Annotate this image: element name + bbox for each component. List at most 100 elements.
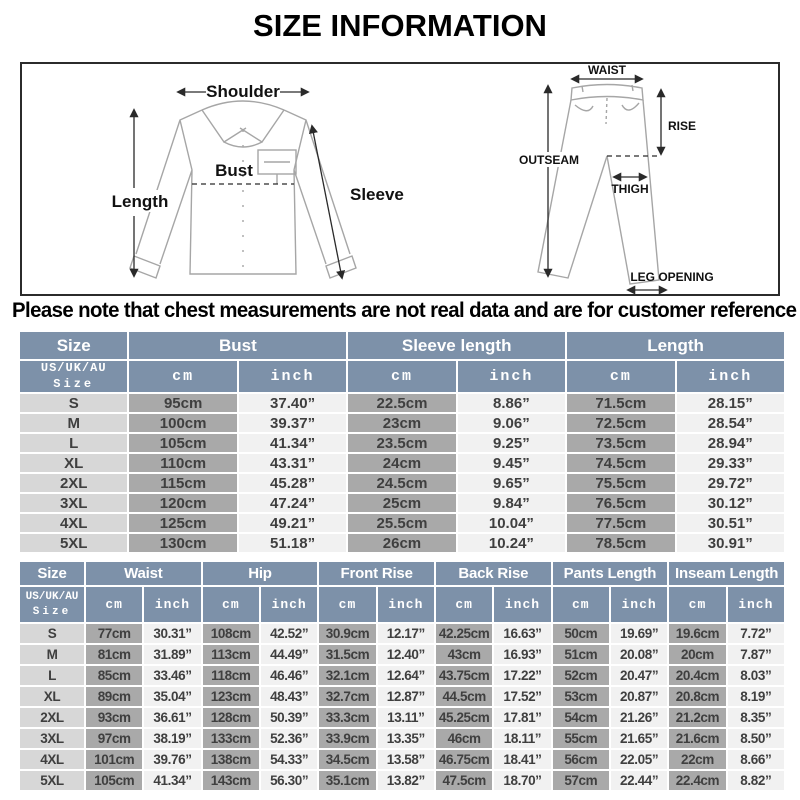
cm-cell: 42.25cm xyxy=(435,624,493,643)
size-cell: XL xyxy=(20,454,128,473)
cm-cell: 138cm xyxy=(202,750,259,769)
inch-cell: 51.18” xyxy=(238,534,347,553)
leg-opening-label: LEG OPENING xyxy=(630,270,713,284)
cm-cell: 76.5cm xyxy=(567,494,675,513)
cm-cell: 26cm xyxy=(348,534,456,553)
unit-header-cm: cm xyxy=(669,587,726,622)
inch-cell: 44.49” xyxy=(260,645,318,664)
page-title: SIZE INFORMATION xyxy=(253,8,547,43)
inch-cell: 42.52” xyxy=(260,624,318,643)
cm-cell: 33.3cm xyxy=(319,708,376,727)
cm-cell: 31.5cm xyxy=(319,645,376,664)
column-header-us-uk-au-size: US/UK/AU Size xyxy=(20,587,84,622)
inch-cell: 46.46” xyxy=(260,666,318,685)
inch-cell: 22.05” xyxy=(610,750,668,769)
rise-label: RISE xyxy=(668,119,696,133)
unit-header-inch: inch xyxy=(727,587,784,622)
table-row: 4XL 101cm 39.76” 138cm 54.33” 34.5cm 13.58” 46.… xyxy=(20,750,784,769)
inch-cell: 41.34” xyxy=(144,771,201,790)
outseam-label: OUTSEAM xyxy=(519,153,579,167)
inch-cell: 45.28” xyxy=(238,474,347,493)
size-cell: 3XL xyxy=(20,494,128,513)
cm-cell: 74.5cm xyxy=(567,454,675,473)
inch-cell: 20.47” xyxy=(610,666,668,685)
cm-cell: 30.9cm xyxy=(319,624,376,643)
cm-cell: 133cm xyxy=(202,729,259,748)
shirt-measurement-diagram: Shoulder Length Bust Sleeve xyxy=(108,82,404,280)
unit-header-row: US/UK/AU Size cm inch cm inch cm inch cm… xyxy=(20,587,784,622)
bust-label: Bust xyxy=(215,161,253,180)
inch-cell: 21.26” xyxy=(610,708,668,727)
pants-measurement-diagram: WAIST RISE OUTSEAM THIGH LEG OPENING xyxy=(516,64,714,294)
size-cell: S xyxy=(20,394,128,413)
inch-cell: 30.91” xyxy=(676,534,784,553)
cm-cell: 19.6cm xyxy=(669,624,726,643)
thigh-label: THIGH xyxy=(611,182,648,196)
inch-cell: 39.76” xyxy=(144,750,201,769)
inch-cell: 16.63” xyxy=(494,624,551,643)
cm-cell: 118cm xyxy=(202,666,259,685)
table-row: 4XL 125cm 49.21” 25.5cm 10.04” 77.5cm 30.51” xyxy=(20,514,784,533)
inch-cell: 38.19” xyxy=(144,729,201,748)
unit-header-cm: cm xyxy=(86,587,143,622)
cm-cell: 72.5cm xyxy=(567,414,675,433)
column-header-pants-length: Pants Length xyxy=(552,562,668,585)
inch-cell: 18.41” xyxy=(494,750,551,769)
unit-header-inch: inch xyxy=(377,587,434,622)
inch-cell: 8.66” xyxy=(727,750,784,769)
inch-cell: 7.72” xyxy=(727,624,784,643)
size-cell: 4XL xyxy=(20,750,84,769)
cm-cell: 77cm xyxy=(86,624,143,643)
inch-cell: 52.36” xyxy=(260,729,318,748)
inch-cell: 13.82” xyxy=(377,771,434,790)
cm-cell: 130cm xyxy=(129,534,237,553)
size-cell: 4XL xyxy=(20,514,128,533)
cm-cell: 57cm xyxy=(552,771,609,790)
inch-cell: 22.44” xyxy=(610,771,668,790)
cm-cell: 22cm xyxy=(669,750,726,769)
sleeve-label: Sleeve xyxy=(350,185,404,204)
cm-cell: 101cm xyxy=(86,750,143,769)
table-row: L 85cm 33.46” 118cm 46.46” 32.1cm 12.64” 43.75c… xyxy=(20,666,784,685)
reference-note: Please note that chest measurements are … xyxy=(12,299,800,322)
inch-cell: 9.65” xyxy=(457,474,566,493)
table-row: 5XL 130cm 51.18” 26cm 10.24” 78.5cm 30.91” xyxy=(20,534,784,553)
inch-cell: 29.33” xyxy=(676,454,784,473)
inch-cell: 12.64” xyxy=(377,666,434,685)
unit-header-inch: inch xyxy=(457,361,566,393)
inch-cell: 18.70” xyxy=(494,771,551,790)
inch-cell: 29.72” xyxy=(676,474,784,493)
table-row: S 77cm 30.31” 108cm 42.52” 30.9cm 12.17” 42.25c… xyxy=(20,624,784,643)
table-row: 3XL 97cm 38.19” 133cm 52.36” 33.9cm 13.35” 46cm… xyxy=(20,729,784,748)
unit-header-inch: inch xyxy=(144,587,201,622)
cm-cell: 89cm xyxy=(86,687,143,706)
inch-cell: 20.87” xyxy=(610,687,668,706)
cm-cell: 95cm xyxy=(129,394,237,413)
cm-cell: 128cm xyxy=(202,708,259,727)
group-header-row: Size Bust Sleeve length Length xyxy=(20,332,784,359)
cm-cell: 77.5cm xyxy=(567,514,675,533)
column-header-us-uk-au-size: US/UK/AU Size xyxy=(20,361,128,393)
column-header-back-rise: Back Rise xyxy=(435,562,551,585)
cm-cell: 110cm xyxy=(129,454,237,473)
inch-cell: 12.87” xyxy=(377,687,434,706)
cm-cell: 71.5cm xyxy=(567,394,675,413)
cm-cell: 23.5cm xyxy=(348,434,456,453)
inch-cell: 17.81” xyxy=(494,708,551,727)
column-header-bust: Bust xyxy=(129,332,347,359)
cm-cell: 24cm xyxy=(348,454,456,473)
cm-cell: 21.2cm xyxy=(669,708,726,727)
inch-cell: 28.15” xyxy=(676,394,784,413)
inch-cell: 9.25” xyxy=(457,434,566,453)
cm-cell: 100cm xyxy=(129,414,237,433)
cm-cell: 35.1cm xyxy=(319,771,376,790)
size-cell: 5XL xyxy=(20,534,128,553)
cm-cell: 22.4cm xyxy=(669,771,726,790)
table-row: XL 89cm 35.04” 123cm 48.43” 32.7cm 12.87” 44.5c… xyxy=(20,687,784,706)
unit-header-row: US/UK/AU Size cm inch cm inch cm inch xyxy=(20,361,784,393)
inch-cell: 39.37” xyxy=(238,414,347,433)
inch-cell: 33.46” xyxy=(144,666,201,685)
pants-size-table: Size Waist Hip Front Rise Back Rise Pant… xyxy=(18,560,786,792)
unit-header-inch: inch xyxy=(610,587,668,622)
cm-cell: 20.4cm xyxy=(669,666,726,685)
